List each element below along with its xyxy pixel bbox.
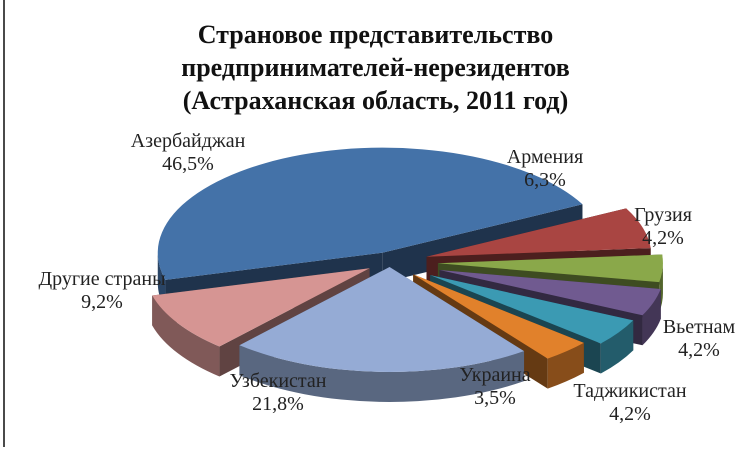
- chart-frame: [3, 0, 750, 447]
- label-vietnam: Вьетнам 4,2%: [654, 316, 744, 362]
- pie-slice-tajikistan-side-0: [600, 320, 634, 374]
- chart-title-line-3: (Астраханская область, 2011 год): [182, 86, 569, 115]
- label-azerbaijan: Азербайджан 46,5%: [118, 130, 258, 176]
- label-azerbaijan-name: Азербайджан: [130, 130, 246, 152]
- chart-title: Страновое представительство предпринимат…: [0, 18, 751, 117]
- pie-slice-ukraine-side-0: [547, 342, 584, 389]
- label-armenia: Армения 6,3%: [490, 146, 600, 192]
- label-georgia: Грузия 4,2%: [618, 204, 708, 250]
- pie-slice-vietnam-side-0: [642, 288, 661, 346]
- pie-slice-uzbekistan: [239, 266, 525, 402]
- label-ukraine: Украина 3,5%: [440, 364, 550, 410]
- label-georgia-value: 4,2%: [642, 227, 684, 249]
- label-uzbekistan-value: 21,8%: [252, 393, 304, 415]
- chart-title-line-1: Страновое представительство: [197, 20, 554, 49]
- pie-slice-other-countries-top: [152, 268, 370, 347]
- label-tajikistan: Таджикистан 4,2%: [560, 380, 700, 426]
- chart-title-line-2: предпринимателей-нерезидентов: [181, 53, 570, 82]
- label-tajikistan-name: Таджикистан: [573, 380, 687, 402]
- pie-slice-ukraine-top: [413, 274, 584, 359]
- pie-slice-azerbaijan-top: [157, 147, 583, 280]
- pie-slice-armenia-top: [426, 208, 651, 257]
- pie-slice-other-countries-side-0: [152, 295, 220, 377]
- pie-slice-uzbekistan-side-0: [239, 345, 525, 402]
- pie-slice-tajikistan-top: [430, 275, 634, 344]
- label-other-countries: Другие страны 9,2%: [22, 268, 182, 314]
- label-uzbekistan-name: Узбекистан: [229, 370, 327, 392]
- pie-slice-uzbekistan-top: [239, 266, 525, 372]
- pie-slice-vietnam-top: [439, 270, 661, 316]
- label-georgia-name: Грузия: [634, 204, 692, 226]
- label-armenia-value: 6,3%: [524, 169, 566, 191]
- label-azerbaijan-value: 46,5%: [162, 153, 214, 175]
- label-other-countries-value: 9,2%: [81, 291, 123, 313]
- pie-slice-georgia-top: [437, 254, 663, 283]
- label-other-countries-name: Другие страны: [38, 268, 166, 290]
- label-tajikistan-value: 4,2%: [609, 403, 651, 425]
- label-vietnam-value: 4,2%: [678, 339, 720, 361]
- label-armenia-name: Армения: [506, 146, 584, 168]
- label-ukraine-value: 3,5%: [474, 387, 516, 409]
- label-uzbekistan: Узбекистан 21,8%: [208, 370, 348, 416]
- label-vietnam-name: Вьетнам: [662, 316, 736, 338]
- label-ukraine-name: Украина: [459, 364, 531, 386]
